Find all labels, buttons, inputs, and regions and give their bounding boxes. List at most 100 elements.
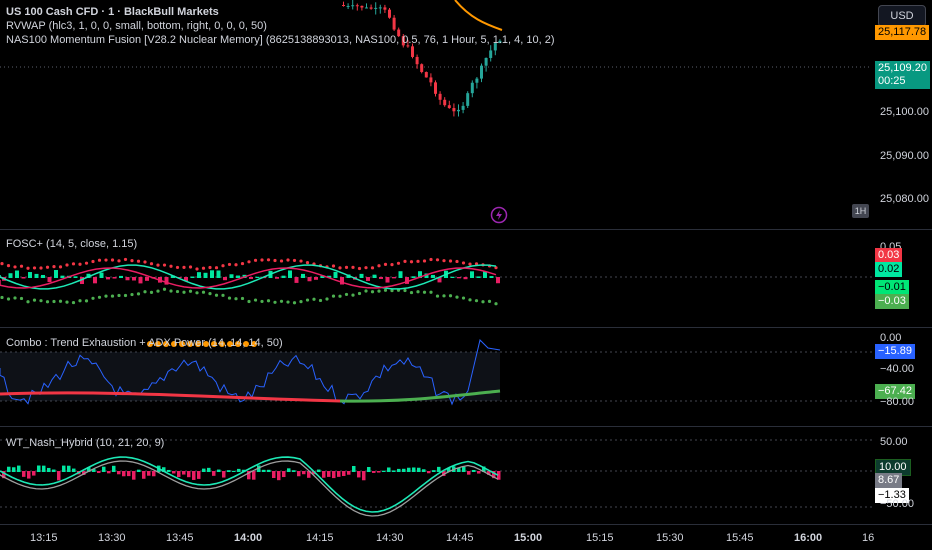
lower-band-dot	[175, 289, 180, 294]
histogram-bar	[222, 471, 226, 478]
candle	[378, 7, 382, 9]
momentum-fusion-legend[interactable]: NAS100 Momentum Fusion [V28.2 Nuclear Me…	[6, 34, 555, 46]
price-tick-2: 25,090.00	[880, 150, 929, 162]
histogram-bar	[117, 471, 121, 475]
lower-band-dot	[247, 299, 251, 304]
lower-band-dot	[468, 298, 472, 302]
upper-band-dot	[162, 263, 167, 267]
histogram-bar	[54, 270, 58, 278]
histogram-bar	[227, 470, 231, 472]
upper-band-dot	[130, 259, 134, 263]
histogram-bar	[476, 276, 481, 278]
pane-separator[interactable]	[0, 229, 932, 230]
upper-band-dot	[299, 259, 303, 263]
histogram-bar	[424, 273, 429, 278]
lower-band-dot	[344, 292, 349, 297]
rvwap-line	[454, 0, 503, 31]
upper-band-dot	[13, 265, 17, 269]
lower-band-dot	[448, 294, 453, 298]
pane-separator[interactable]	[0, 426, 932, 427]
pane-separator[interactable]	[0, 327, 932, 328]
lower-band-dot	[331, 294, 336, 298]
price-pane[interactable]: US 100 Cash CFD · 1 · BlackBull Markets …	[0, 0, 932, 229]
currency-button[interactable]: USD	[878, 5, 926, 27]
time-label: 14:15	[306, 532, 334, 544]
time-label: 13:45	[166, 532, 194, 544]
lower-band-dot	[286, 300, 290, 304]
upper-band-dot	[468, 262, 472, 266]
upper-band-dot	[58, 265, 63, 269]
histogram-bar	[82, 471, 86, 475]
histogram-bar	[379, 277, 383, 279]
histogram-bar	[210, 270, 214, 278]
lower-band-dot	[370, 290, 375, 294]
histogram-bar	[397, 468, 401, 472]
combo-pane[interactable]: Combo : Trend Exhaustion + ADX Power (14…	[0, 328, 932, 426]
upper-band-dot	[182, 265, 186, 270]
price-chart[interactable]	[0, 0, 872, 229]
lower-band-dot	[6, 297, 11, 301]
fosc-chart[interactable]	[0, 230, 872, 327]
exhaustion-dot	[211, 341, 217, 347]
histogram-bar	[262, 469, 266, 472]
histogram-bar	[320, 275, 325, 278]
histogram-bar	[34, 273, 39, 278]
combo-chart[interactable]	[0, 328, 872, 426]
histogram-bar	[172, 471, 176, 474]
wt-legend[interactable]: WT_Nash_Hybrid (10, 21, 20, 9)	[6, 437, 165, 449]
histogram-bar	[385, 277, 390, 283]
upper-band-dot	[65, 263, 69, 267]
combo-legend[interactable]: Combo : Trend Exhaustion + ADX Power (14…	[6, 337, 283, 349]
upper-band-dot	[474, 262, 479, 266]
histogram-bar	[477, 471, 481, 474]
lower-band-dot	[494, 302, 498, 306]
upper-band-dot	[201, 266, 206, 270]
histogram-bar	[418, 271, 422, 278]
histogram-bar	[287, 468, 291, 472]
histogram-bar	[359, 273, 364, 278]
histogram-bar	[387, 467, 391, 472]
histogram-bar	[232, 470, 236, 472]
lower-band-dot	[221, 293, 225, 297]
histogram-bar	[333, 271, 338, 278]
price-tick-1: 25,100.00	[880, 106, 929, 118]
histogram-bar	[332, 471, 336, 479]
fosc-legend[interactable]: FOSC+ (14, 5, close, 1.15)	[6, 238, 138, 250]
lower-band-dot	[110, 294, 115, 298]
lower-band-dot	[19, 296, 24, 301]
exhaustion-dot	[235, 341, 241, 347]
histogram-bar	[277, 471, 281, 481]
candle	[452, 108, 456, 112]
fosc-pane[interactable]: FOSC+ (14, 5, close, 1.15) 0.05 0.03 0.0…	[0, 230, 932, 327]
candle	[489, 50, 493, 58]
lower-band-dot	[442, 294, 446, 298]
histogram-bar	[492, 471, 496, 479]
histogram-bar	[125, 277, 130, 281]
symbol-title[interactable]: US 100 Cash CFD · 1 · BlackBull Markets	[6, 6, 219, 18]
histogram-bar	[223, 277, 227, 281]
exhaustion-dot	[155, 341, 161, 347]
lower-band-dot	[474, 299, 479, 303]
candle	[411, 46, 414, 57]
combo-label-2: −67.42	[875, 384, 915, 399]
upper-band-dot	[0, 262, 4, 266]
upper-band-dot	[240, 261, 245, 266]
fosc-label-4: −0.03	[875, 294, 909, 309]
histogram-bar	[249, 277, 253, 279]
lower-band-dot	[201, 290, 206, 294]
histogram-bar	[307, 277, 312, 282]
histogram-bar	[247, 471, 251, 480]
combo-label-1: −15.89	[875, 344, 915, 359]
wt-chart[interactable]	[0, 427, 872, 524]
lower-band-dot	[188, 289, 193, 293]
wt-pane[interactable]: WT_Nash_Hybrid (10, 21, 20, 9) 50.00 10.…	[0, 427, 932, 524]
histogram-bar	[62, 465, 66, 472]
histogram-bar	[470, 271, 474, 278]
histogram-bar	[187, 471, 191, 478]
lightning-icon[interactable]	[490, 206, 508, 224]
histogram-bar	[412, 467, 416, 472]
rvwap-legend[interactable]: RVWAP (hlc3, 1, 0, 0, small, bottom, rig…	[6, 20, 267, 32]
upper-band-dot	[175, 265, 180, 270]
timeframe-badge[interactable]: 1H	[852, 204, 869, 218]
lower-band-dot	[422, 290, 427, 294]
